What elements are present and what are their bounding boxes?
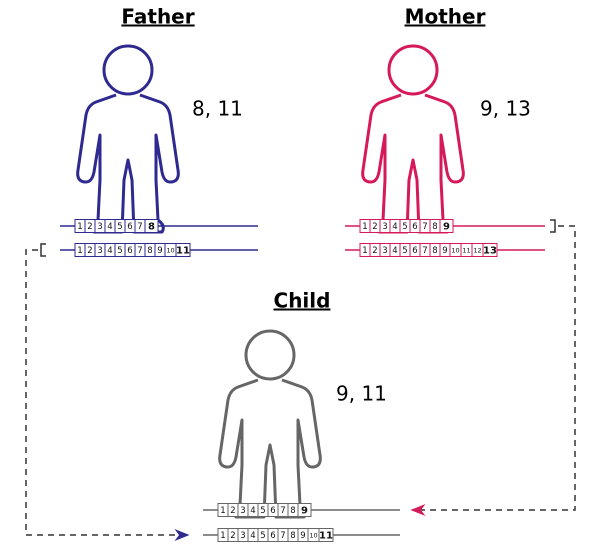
repeat-number: 1 [77,222,82,232]
repeat-number: 13 [483,246,497,257]
repeat-box [175,243,191,257]
repeat-number: 7 [280,506,285,516]
repeat-number: 1 [220,531,225,541]
repeat-number: 9 [157,246,162,256]
repeat-number: 4 [107,222,112,232]
repeat-number: 6 [270,531,275,541]
repeat-number: 9 [301,506,308,517]
repeat-number: 4 [250,506,255,516]
repeat-number: 8 [290,506,295,516]
repeat-number: 2 [87,222,92,232]
repeat-box [144,219,159,233]
repeat-number: 7 [137,222,142,232]
repeat-number: 1 [362,246,367,256]
repeat-number: 9 [443,222,450,233]
repeat-number: 1 [220,506,225,516]
child-genotype: 9, 11 [336,382,387,406]
alleles: 1 2 3 4 5 6 7 81 2 3 4 5 6 7 8 9 10 111 2 3 4 5 6 7 8 91 2 3 4 5 6 7 8 9 1… [60,219,545,542]
mother-genotype: 9, 13 [480,97,531,121]
repeat-number: 11 [319,531,333,542]
repeat-number: 3 [97,246,102,256]
repeat-number: 5 [117,222,122,232]
repeat-number: 8 [147,246,152,256]
repeat-number: 12 [473,247,481,255]
repeat-number: 9 [300,531,305,541]
repeat-number: 9 [442,246,447,256]
repeat-number: 2 [87,246,92,256]
repeat-number: 3 [97,222,102,232]
repeat-number: 1 [362,222,367,232]
mother-figure [361,44,465,234]
repeat-number: 6 [270,506,275,516]
repeat-number: 3 [240,531,245,541]
father-figure [76,44,180,234]
repeat-number: 1 [77,246,82,256]
repeat-number: 4 [250,531,255,541]
repeat-number: 5 [402,222,407,232]
repeat-number: 10 [166,247,174,255]
repeat-number: 7 [280,531,285,541]
repeat-number: 5 [402,246,407,256]
repeat-number: 6 [127,222,132,232]
repeat-number: 6 [127,246,132,256]
father-title: Father [121,5,194,29]
repeat-number: 3 [382,222,387,232]
father-genotype: 8, 11 [192,97,243,121]
repeat-number: 2 [372,246,377,256]
repeat-number: 6 [412,246,417,256]
repeat-number: 5 [260,506,265,516]
repeat-number: 7 [137,246,142,256]
repeat-box [297,503,312,517]
inheritance-lines [25,219,576,541]
repeat-number: 2 [372,222,377,232]
repeat-number: 3 [382,246,387,256]
repeat-number: 5 [117,246,122,256]
repeat-box [439,219,454,233]
repeat-number: 4 [392,222,397,232]
repeat-number: 8 [432,222,437,232]
repeat-number: 7 [422,246,427,256]
repeat-number: 2 [230,506,235,516]
repeat-box [482,243,498,257]
repeat-number: 11 [176,246,190,257]
repeat-number: 11 [462,247,470,255]
repeat-number: 8 [432,246,437,256]
repeat-number: 8 [148,222,155,233]
repeat-box [318,528,334,542]
child-title: Child [274,289,331,313]
repeat-number: 4 [392,246,397,256]
repeat-number: 10 [451,247,459,255]
repeat-number: 10 [309,532,317,540]
mother-title: Mother [405,5,486,29]
child-figure [218,329,322,519]
repeat-number: 2 [230,531,235,541]
repeat-number: 3 [240,506,245,516]
repeat-number: 5 [260,531,265,541]
repeat-number: 6 [412,222,417,232]
repeat-number: 4 [107,246,112,256]
repeat-number: 8 [290,531,295,541]
repeat-number: 7 [422,222,427,232]
